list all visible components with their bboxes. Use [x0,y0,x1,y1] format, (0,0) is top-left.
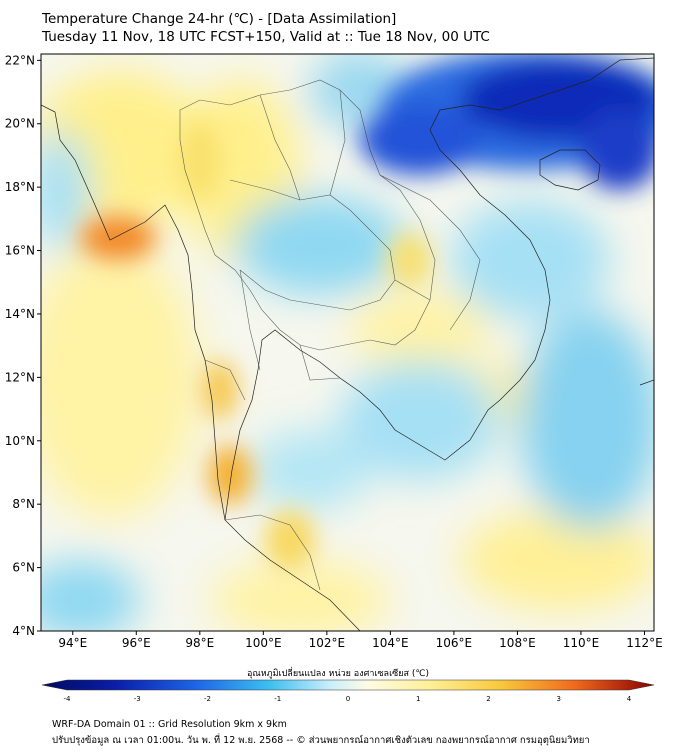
colorbar: -4 -3 -2 -1 0 1 2 3 4 [41,679,655,703]
colorbar-tick-label: -1 [274,695,281,703]
colorbar-tick-label: 3 [557,695,561,703]
lat-tick-label: 8°N [12,497,35,511]
lon-tick-label: 100°E [245,636,282,650]
lon-axis: 94°E 96°E 98°E 100°E 102°E 104°E 106°E 108°E 110… [58,631,663,650]
lon-tick-label: 106°E [436,636,473,650]
footer-credit: ปรับปรุงข้อมูล ณ เวลา 01:00น. วัน พ. ที่… [52,735,590,746]
coastlines [41,57,654,631]
map-title: Temperature Change 24-hr (℃) - [Data Ass… [42,11,397,27]
plot-frame [40,53,655,632]
colorbar-tick-label: -4 [64,695,72,703]
temperature-change-map: 22°N 20°N 18°N 16°N 14°N 12°N 10°N 8°N 6°N 4°N 94… [5,53,663,650]
colorbar-title: อุณหภูมิเปลี่ยนแปลง หน่วย องศาเซลเซียส (… [246,669,430,679]
footer-model-info: WRF-DA Domain 01 :: Grid Resolution 9km … [52,719,287,730]
lon-tick-label: 108°E [499,636,536,650]
lon-tick-label: 104°E [372,636,409,650]
colorbar-gradient [41,679,655,691]
colorbar-tick-label: 4 [627,695,632,703]
admin-borders [179,79,481,591]
lat-tick-label: 4°N [12,624,35,638]
temperature-field [41,54,654,631]
lat-tick-label: 20°N [5,117,35,131]
colorbar-tick-label: 1 [416,695,420,703]
colorbar-tick-label: 0 [346,695,350,703]
lon-tick-label: 94°E [58,636,87,650]
lat-tick-label: 22°N [5,53,35,67]
lat-tick-label: 16°N [5,244,35,258]
lat-tick-label: 18°N [5,180,35,194]
lat-tick-label: 12°N [5,370,35,384]
lon-tick-label: 102°E [309,636,346,650]
lat-axis: 22°N 20°N 18°N 16°N 14°N 12°N 10°N 8°N 6°N 4°N [5,53,41,638]
lat-tick-label: 10°N [5,434,35,448]
map-subtitle: Tuesday 11 Nov, 18 UTC FCST+150, Valid a… [42,29,490,45]
lon-tick-label: 96°E [122,636,151,650]
lat-tick-label: 14°N [5,307,35,321]
lon-tick-label: 110°E [563,636,600,650]
lat-tick-label: 6°N [12,561,35,575]
colorbar-tick-label: -3 [134,695,141,703]
lon-tick-label: 98°E [185,636,214,650]
colorbar-tick-label: -2 [204,695,211,703]
lon-tick-label: 112°E [626,636,663,650]
colorbar-tick-label: 2 [486,695,490,703]
